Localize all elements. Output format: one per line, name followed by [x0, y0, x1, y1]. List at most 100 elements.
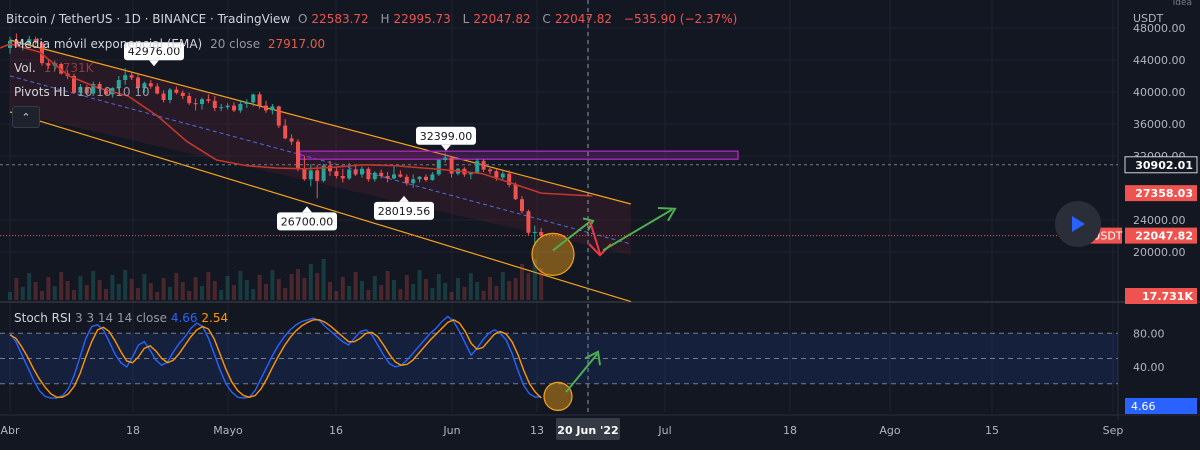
candle-body — [385, 176, 390, 179]
pivot-label-text: 26700.00 — [281, 215, 334, 228]
candle-body — [129, 75, 134, 78]
candle-body — [206, 99, 211, 101]
volume-bar — [372, 276, 377, 300]
volume-bar — [244, 280, 249, 300]
candle-body — [155, 86, 160, 94]
volume-bar — [187, 291, 192, 300]
candle-body — [443, 157, 448, 160]
candle-body — [270, 106, 275, 111]
stoch-highlight-circle — [543, 381, 573, 411]
volume-bar — [257, 275, 262, 300]
candle-body — [398, 174, 403, 177]
volume-bar — [276, 279, 281, 300]
candle-body — [328, 165, 332, 172]
candle-body — [174, 89, 179, 93]
candle-body — [200, 99, 204, 104]
candle-body — [500, 173, 505, 178]
candle-body — [104, 88, 108, 95]
x-tick-label: 15 — [985, 424, 999, 437]
candle-body — [289, 138, 294, 142]
pivot-label-pointer — [399, 195, 409, 202]
y-axis-unit: USDT — [1133, 12, 1164, 25]
candlestick-series — [8, 33, 544, 246]
candle-body — [513, 184, 518, 200]
candle-body — [340, 176, 345, 179]
symbol-title: Bitcoin / TetherUS · 1D · BINANCE · Trad… — [6, 12, 291, 26]
volume-bar — [289, 274, 294, 300]
candle-body — [520, 199, 524, 212]
volume-bar — [27, 273, 32, 300]
play-button[interactable] — [1055, 201, 1101, 247]
volume-bar — [174, 273, 179, 300]
volume-legend[interactable]: Vol. 17.731K — [14, 61, 97, 75]
candle-body — [494, 171, 499, 178]
stoch-params: 3 3 14 14 close — [75, 311, 167, 325]
candle-body — [264, 105, 268, 111]
volume-bar — [251, 289, 256, 300]
channel-lower — [9, 111, 631, 303]
volume-label: Vol. — [14, 61, 36, 75]
stoch-arrow-up-head — [584, 350, 601, 366]
arrow-up-1 — [552, 220, 591, 252]
pivot-label-text: 32399.00 — [420, 130, 473, 143]
candle-body — [539, 232, 544, 236]
volume-bar — [334, 291, 339, 300]
pivots-label: Pivots HL — [14, 85, 70, 99]
volume-bar — [398, 289, 403, 300]
volume-bar — [148, 283, 153, 300]
volume-bar — [232, 285, 236, 300]
crosshair-time-label: 20 Jun '22 — [557, 424, 618, 437]
ohlc-high: H 22995.73 — [380, 12, 451, 26]
collapse-legend-button[interactable]: ⌃ — [12, 106, 40, 128]
ema-legend[interactable]: Media móvil exponencial (EMA) 20 close 2… — [14, 37, 329, 51]
y-tick-label: 48000.00 — [1133, 22, 1186, 35]
arrow-up-1-head — [582, 217, 595, 231]
candle-body — [532, 232, 537, 233]
candle-body — [417, 176, 422, 180]
volume-bar — [123, 270, 128, 300]
y-tick-label: 20000.00 — [1133, 246, 1186, 259]
candle-body — [481, 160, 486, 170]
volume-bar — [52, 286, 57, 300]
volume-bar — [424, 279, 428, 300]
volume-bar — [532, 259, 537, 300]
volume-bar — [449, 292, 454, 300]
volume-bar — [347, 286, 352, 300]
resistance-zone — [299, 150, 739, 160]
volume-bar — [33, 282, 38, 300]
volume-bar — [526, 273, 531, 300]
ema-label: Media móvil exponencial (EMA) — [14, 37, 203, 51]
price-tag-label: 30902.01 — [1135, 159, 1193, 172]
y-tick-label: 36000.00 — [1133, 118, 1186, 131]
play-icon — [1072, 216, 1085, 232]
volume-bar — [72, 290, 76, 300]
volume-bar — [507, 281, 512, 300]
volume-bar — [462, 287, 467, 300]
candle-body — [404, 176, 409, 184]
stoch-y-tick-label: 40.00 — [1133, 361, 1165, 374]
volume-bar — [430, 288, 435, 300]
volume-bar — [110, 275, 115, 300]
candle-body — [392, 174, 396, 179]
x-tick-label: 13 — [530, 424, 544, 437]
channel-upper — [9, 39, 631, 205]
candle-body — [238, 104, 243, 111]
ohlc-low: L 22047.82 — [462, 12, 531, 26]
candle-body — [193, 103, 198, 105]
pivot-label-box — [416, 126, 476, 145]
candle-body — [97, 84, 102, 89]
y-tick-label: 40000.00 — [1133, 86, 1186, 99]
x-tick-label: Jun — [442, 424, 460, 437]
candle-body — [187, 96, 192, 104]
candle-body — [212, 100, 217, 108]
candle-body — [424, 176, 428, 180]
stoch-rsi-legend[interactable]: Stoch RSI 3 3 14 14 close 4.66 2.54 — [14, 311, 228, 325]
ema-polyline — [0, 43, 593, 197]
volume-bar — [206, 272, 211, 300]
pivots-legend[interactable]: Pivots HL 10 10 10 10 — [14, 85, 154, 99]
candle-body — [315, 170, 320, 181]
candle-body — [91, 84, 96, 94]
pivot-label-pointer — [441, 144, 451, 151]
volume-bar — [219, 290, 224, 300]
volume-bar — [142, 274, 147, 300]
